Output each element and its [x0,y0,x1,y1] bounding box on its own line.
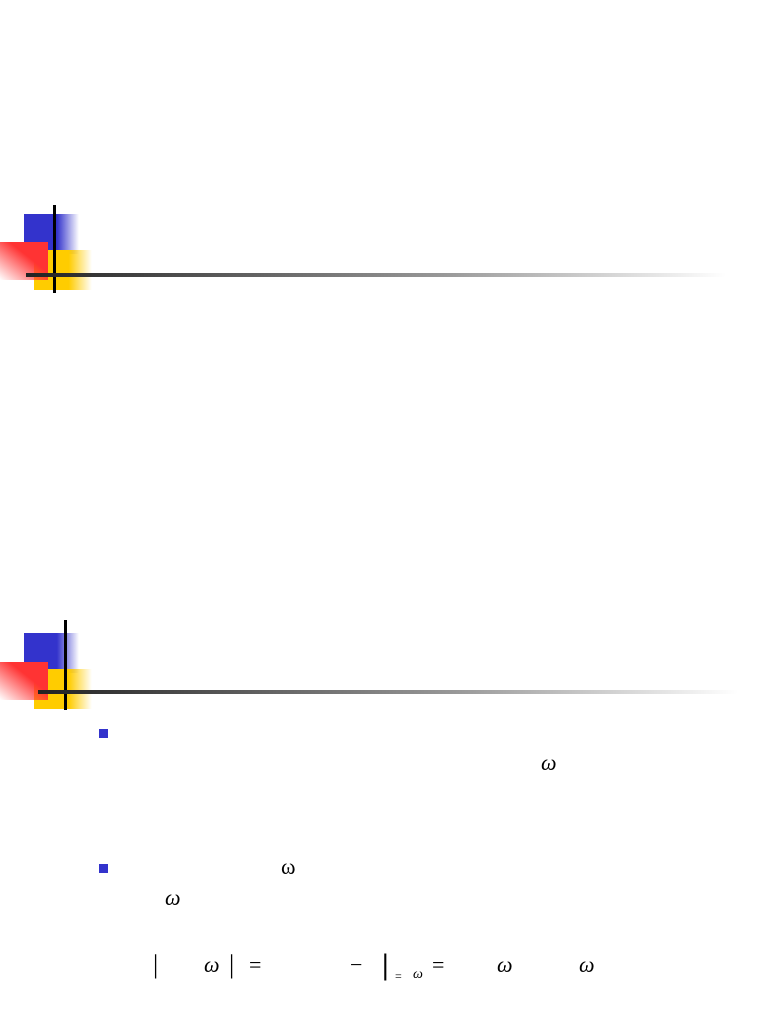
bullet-marker [99,729,108,738]
eq-token: = [249,952,262,977]
eq-token: ω [204,952,220,977]
eq-token: ω [579,952,595,977]
symbol: ω [281,854,296,879]
eq-token: | [382,948,389,981]
logo-decoration [0,205,768,295]
eq-token: = [432,952,445,977]
eq-token: | [229,950,235,979]
eq-token: ω [497,952,513,977]
eq-token: ω [413,967,423,982]
eq-token: | [153,950,159,979]
equation: | ω | = − | = ω = ω ω [0,948,768,988]
logo-decoration [0,620,768,710]
eq-token: = [395,969,402,983]
symbol: ω [165,885,181,910]
bullet-marker [99,864,108,873]
symbol: ω [541,750,557,775]
eq-token: − [350,952,363,977]
